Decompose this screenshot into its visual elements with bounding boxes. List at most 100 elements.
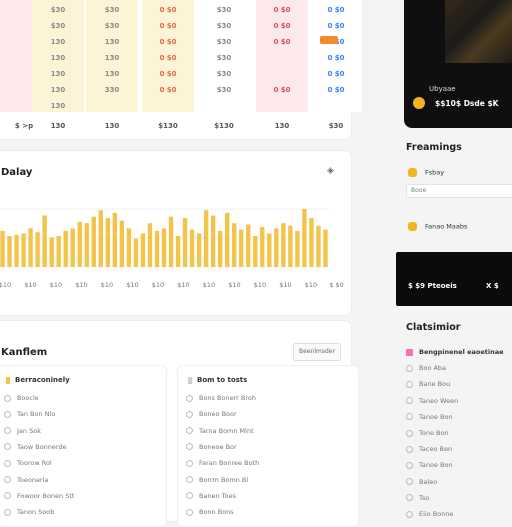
chart-bar bbox=[105, 218, 111, 267]
category-item[interactable]: Tanoe Bon bbox=[406, 413, 453, 421]
chart-bar bbox=[281, 223, 286, 267]
x-tick-label: $10 bbox=[24, 281, 36, 289]
table-cell: 0 $0 bbox=[273, 6, 291, 14]
circle-icon bbox=[406, 397, 413, 405]
list-item[interactable]: Taow Bonnerde bbox=[4, 443, 67, 451]
category-item[interactable]: Eiio Bonne bbox=[406, 510, 453, 518]
list-item[interactable]: Boneoe Bor bbox=[186, 443, 237, 451]
table-cell: 0 $0 bbox=[159, 70, 177, 78]
table-cell: 0 $0 bbox=[273, 38, 291, 46]
list-item[interactable]: Boocle bbox=[4, 394, 39, 402]
table-cell: $30 bbox=[216, 54, 232, 62]
categories-title: Clatsimior bbox=[406, 322, 461, 333]
status-chip[interactable] bbox=[320, 36, 338, 44]
category-item[interactable]: Tso bbox=[406, 494, 429, 502]
banner-label: $ $9 Pteoeis bbox=[408, 282, 457, 290]
table-footer-cell: 130 bbox=[50, 122, 66, 130]
chart-bar bbox=[246, 224, 251, 267]
list-item[interactable]: Faran Bonree Both bbox=[186, 459, 259, 467]
table-footer-cell: $130 bbox=[158, 122, 178, 130]
circle-icon bbox=[186, 443, 193, 451]
chart-title: Dalay bbox=[1, 167, 33, 178]
list-item[interactable]: Borrm Bomn Bl bbox=[186, 476, 248, 484]
category-item[interactable]: Tanoe Bon bbox=[406, 461, 453, 469]
chart-bar bbox=[316, 225, 321, 267]
list-item[interactable]: Bonn Bons bbox=[186, 508, 234, 516]
chart-bar bbox=[267, 233, 272, 267]
category-item[interactable]: Bengpinenel eaoetinae bbox=[406, 348, 504, 356]
table-cell: 0 $0 bbox=[273, 22, 291, 30]
circle-icon bbox=[4, 394, 11, 402]
chart-bar bbox=[189, 229, 195, 267]
list-item[interactable]: Tan Bon Nlo bbox=[4, 410, 55, 418]
list-item[interactable]: Tarna Bomn Mlnt bbox=[186, 427, 254, 435]
list-item[interactable]: Boneo Boor bbox=[186, 410, 237, 418]
marker-icon bbox=[188, 376, 192, 384]
category-item[interactable]: Tone Bon bbox=[406, 429, 449, 437]
chart-bar bbox=[239, 229, 244, 267]
circle-icon bbox=[406, 445, 413, 453]
preferences-title: Freamings bbox=[406, 142, 462, 153]
category-item[interactable]: Boo Aba bbox=[406, 364, 446, 372]
x-tick-label: $10 bbox=[305, 281, 317, 289]
list-item[interactable]: Fowoor Bonen Stt bbox=[4, 492, 74, 500]
category-item[interactable]: Taceo Ben bbox=[406, 445, 452, 453]
left-list-head: Berraconinely bbox=[6, 376, 70, 384]
dark-banner[interactable]: $ $9 Pteoeis X $ bbox=[396, 252, 512, 306]
table-cell: $30 bbox=[216, 70, 232, 78]
x-tick-label: $10 bbox=[228, 281, 240, 289]
table-cell: 130 bbox=[50, 38, 66, 46]
circle-icon bbox=[406, 429, 413, 437]
chart-bar bbox=[196, 233, 202, 267]
table-footer-cell: 130 bbox=[274, 122, 290, 130]
filter-button[interactable]: Beenlmsder bbox=[293, 343, 341, 361]
x-tick-label: $ $0 bbox=[329, 281, 343, 289]
list-item[interactable]: Toorow Rol bbox=[4, 459, 52, 467]
circle-icon bbox=[4, 443, 11, 451]
category-item[interactable]: Taneo Ween bbox=[406, 397, 458, 405]
chart-bar bbox=[203, 210, 209, 267]
circle-icon bbox=[186, 459, 193, 467]
chart-bar bbox=[35, 232, 40, 267]
category-item[interactable]: Bane Bou bbox=[406, 380, 450, 388]
table-cell: 130 bbox=[50, 54, 66, 62]
promo-card[interactable]: Ubyaae $$10$ Dsde $K bbox=[404, 0, 512, 128]
table-footer-cell: $30 bbox=[328, 122, 344, 130]
list-item[interactable]: Banen Toes bbox=[186, 492, 236, 500]
pref-row-1[interactable]: Fsbay bbox=[408, 168, 444, 177]
list-item[interactable]: Bons Bonerr Broh bbox=[186, 394, 256, 402]
chart-bar bbox=[309, 218, 314, 267]
right-list-panel: Bom to tosts Bons Bonerr Broh Boneo Boor T… bbox=[177, 365, 359, 527]
table-cell: $30 bbox=[50, 6, 66, 14]
circle-icon bbox=[406, 494, 413, 502]
chart-bar bbox=[98, 210, 103, 267]
section-title: Kanflem bbox=[1, 347, 48, 358]
close-icon[interactable]: X $ bbox=[486, 282, 499, 290]
x-tick-label: $10 bbox=[75, 281, 87, 289]
promo-image bbox=[445, 0, 512, 63]
table-cell: 0 $0 bbox=[273, 86, 291, 94]
pref-row-2[interactable]: Fanao Maabs bbox=[408, 222, 467, 231]
circle-icon bbox=[406, 380, 413, 388]
category-item[interactable]: Baleo bbox=[406, 478, 437, 486]
chart-bar bbox=[288, 225, 293, 267]
table-cell: 130 bbox=[104, 70, 120, 78]
list-item[interactable]: Toeoneria bbox=[4, 476, 48, 484]
bar-chart: $10 $10 $10 $10 $10 $10 $10 $10 $10 $10 $10 $10 $10 $… bbox=[0, 208, 344, 289]
table-cell: 0 $0 bbox=[159, 22, 177, 30]
table-column: 0 $0 0 $0 0 $0 0 $0 bbox=[256, 0, 308, 112]
table-cell bbox=[256, 66, 308, 82]
table-column: 0 $00 $00 $00 $00 $00 $0 bbox=[310, 0, 362, 112]
pref-input[interactable]: Booe bbox=[406, 184, 512, 198]
list-item[interactable]: Jan Sok bbox=[4, 427, 41, 435]
x-tick-label: $10 bbox=[50, 281, 62, 289]
chart-bar bbox=[302, 209, 307, 267]
chart-bar bbox=[175, 236, 181, 267]
table-cell: 0 $0 bbox=[327, 22, 345, 30]
chart-bar bbox=[140, 233, 146, 267]
list-item[interactable]: Tanon Soob bbox=[4, 508, 54, 516]
circle-icon bbox=[186, 508, 193, 516]
x-tick-label: $10 bbox=[152, 281, 164, 289]
table-cell: 0 $0 bbox=[327, 86, 345, 94]
diamond-icon[interactable]: ◈ bbox=[327, 166, 334, 176]
